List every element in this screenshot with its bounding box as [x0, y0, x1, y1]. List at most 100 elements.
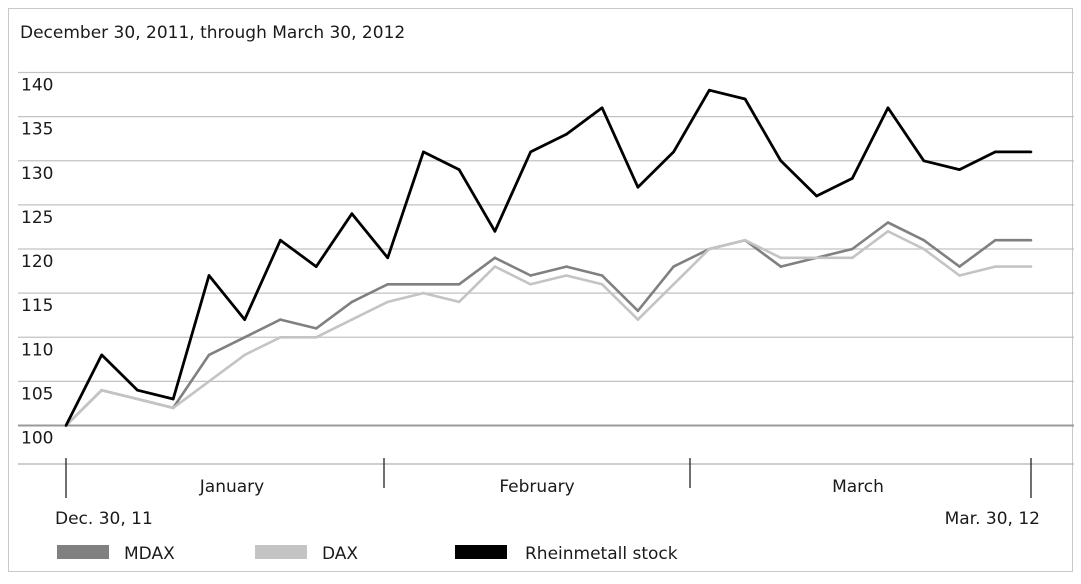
point-rheinmetall-stock-9 — [386, 256, 390, 260]
legend-label-mdax: MDAX — [124, 544, 175, 564]
point-mdax-10 — [422, 283, 425, 286]
point-rheinmetall-stock-10 — [422, 150, 425, 154]
point-rheinmetall-stock-24 — [922, 159, 926, 163]
point-rheinmetall-stock-12 — [493, 230, 497, 233]
point-mdax-26 — [994, 238, 997, 242]
legend-swatch-rheinmetall — [455, 545, 507, 559]
series-line-dax — [65, 230, 1031, 427]
y-tick-label-140: 140 — [21, 76, 53, 96]
chart-border — [8, 8, 1073, 572]
point-rheinmetall-stock-16 — [636, 185, 640, 189]
point-dax-13 — [529, 283, 532, 286]
point-dax-6 — [279, 336, 282, 339]
point-mdax-15 — [600, 274, 604, 277]
point-rheinmetall-stock-2 — [136, 388, 139, 392]
point-mdax-25 — [958, 265, 961, 268]
point-dax-1 — [100, 388, 103, 392]
grid-layer — [18, 71, 1074, 427]
point-rheinmetall-stock-20 — [779, 159, 783, 163]
point-rheinmetall-stock-18 — [708, 88, 711, 92]
legend-swatch-mdax — [57, 545, 109, 559]
point-dax-12 — [493, 265, 497, 268]
y-tick-label-135: 135 — [21, 120, 53, 140]
point-dax-21 — [815, 256, 818, 260]
point-mdax-13 — [529, 274, 532, 277]
point-dax-8 — [350, 318, 354, 321]
point-rheinmetall-stock-21 — [815, 194, 818, 198]
point-mdax-20 — [779, 265, 783, 268]
legend-label-rheinmetall: Rheinmetall stock — [525, 544, 678, 564]
point-mdax-22 — [851, 247, 854, 251]
point-mdax-4 — [207, 353, 211, 357]
point-mdax-24 — [922, 238, 926, 242]
point-mdax-8 — [350, 300, 354, 304]
point-dax-22 — [851, 256, 854, 260]
point-dax-26 — [994, 265, 997, 268]
point-mdax-17 — [672, 265, 675, 268]
point-dax-5 — [243, 353, 246, 357]
point-rheinmetall-stock-23 — [886, 106, 890, 110]
point-dax-7 — [314, 336, 318, 339]
legend-swatch-dax — [255, 545, 307, 559]
point-dax-27 — [1029, 265, 1033, 268]
y-tick-label-100: 100 — [21, 429, 53, 449]
point-rheinmetall-stock-27 — [1029, 150, 1033, 154]
point-rheinmetall-stock-15 — [600, 106, 604, 110]
point-mdax-6 — [279, 318, 282, 321]
chart-subtitle: December 30, 2011, through March 30, 201… — [20, 23, 405, 43]
point-dax-17 — [672, 283, 675, 286]
point-rheinmetall-stock-26 — [994, 150, 997, 154]
point-rheinmetall-stock-4 — [207, 274, 211, 277]
point-mdax-12 — [493, 256, 497, 260]
point-rheinmetall-stock-0 — [64, 424, 68, 427]
point-dax-3 — [171, 406, 175, 410]
point-mdax-16 — [636, 309, 640, 313]
point-dax-15 — [600, 283, 604, 286]
point-rheinmetall-stock-5 — [243, 318, 246, 321]
point-rheinmetall-stock-11 — [457, 168, 461, 171]
point-dax-16 — [636, 318, 640, 321]
point-dax-9 — [386, 300, 390, 304]
month-label-january: January — [199, 477, 264, 497]
point-rheinmetall-stock-8 — [350, 212, 354, 215]
point-rheinmetall-stock-25 — [958, 168, 961, 171]
point-mdax-27 — [1029, 238, 1033, 242]
point-dax-2 — [136, 397, 139, 401]
point-dax-14 — [565, 274, 568, 277]
point-dax-11 — [457, 300, 461, 304]
series-rheinmetall-stock — [64, 88, 1033, 427]
point-mdax-5 — [243, 336, 246, 339]
y-tick-label-105: 105 — [21, 384, 53, 404]
point-mdax-9 — [386, 283, 390, 286]
point-rheinmetall-stock-22 — [851, 177, 854, 180]
point-dax-23 — [886, 230, 890, 233]
point-dax-19 — [743, 238, 747, 242]
series-line-rheinmetall-stock — [64, 88, 1031, 427]
point-dax-4 — [207, 380, 211, 383]
y-tick-label-125: 125 — [21, 208, 53, 228]
y-tick-label-120: 120 — [21, 252, 53, 272]
series-dax — [64, 230, 1033, 427]
series-layer — [64, 88, 1033, 427]
y-tick-label-110: 110 — [21, 340, 53, 360]
point-mdax-11 — [457, 283, 461, 286]
x-axis: January February March Dec. 30, 11 Mar. … — [18, 458, 1074, 529]
point-rheinmetall-stock-3 — [171, 397, 175, 401]
legend-label-dax: DAX — [322, 544, 358, 564]
y-tick-label-115: 115 — [21, 296, 53, 316]
month-label-march: March — [832, 477, 884, 497]
point-rheinmetall-stock-6 — [279, 238, 282, 242]
series-line-mdax — [65, 221, 1031, 427]
x-start-label: Dec. 30, 11 — [55, 509, 153, 529]
point-mdax-14 — [565, 265, 568, 268]
y-tick-labels: 100 105 110 115 120 125 130 135 140 — [21, 76, 53, 449]
legend: MDAX DAX Rheinmetall stock — [57, 544, 678, 564]
month-label-february: February — [499, 477, 574, 497]
point-mdax-23 — [886, 221, 890, 224]
point-dax-20 — [779, 256, 783, 260]
point-rheinmetall-stock-1 — [100, 353, 103, 357]
point-dax-10 — [422, 291, 425, 295]
point-rheinmetall-stock-14 — [565, 133, 568, 136]
